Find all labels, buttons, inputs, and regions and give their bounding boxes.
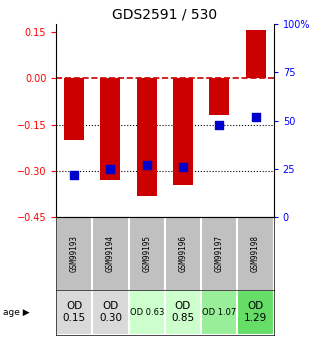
Point <box>144 162 149 168</box>
FancyBboxPatch shape <box>56 290 92 335</box>
Text: OD
0.15: OD 0.15 <box>63 302 86 323</box>
Bar <box>64 78 84 140</box>
FancyBboxPatch shape <box>92 290 128 335</box>
Text: percentile rank within the sample: percentile rank within the sample <box>82 320 235 329</box>
Text: GSM99197: GSM99197 <box>215 235 224 272</box>
Point <box>253 114 258 120</box>
Text: OD
0.30: OD 0.30 <box>99 302 122 323</box>
Bar <box>137 78 157 196</box>
Point <box>72 172 77 178</box>
FancyBboxPatch shape <box>237 290 274 335</box>
Text: OD 0.63: OD 0.63 <box>129 308 164 317</box>
Text: GSM99193: GSM99193 <box>70 235 79 272</box>
Text: OD 1.07: OD 1.07 <box>202 308 236 317</box>
Text: OD
0.85: OD 0.85 <box>171 302 195 323</box>
Point <box>108 166 113 172</box>
Bar <box>173 78 193 185</box>
Point <box>180 164 185 170</box>
Bar <box>67 319 78 331</box>
FancyBboxPatch shape <box>201 290 237 335</box>
FancyBboxPatch shape <box>165 290 201 335</box>
Point <box>217 122 222 127</box>
FancyBboxPatch shape <box>128 290 165 335</box>
Text: OD
1.29: OD 1.29 <box>244 302 267 323</box>
Text: log2 ratio: log2 ratio <box>82 296 125 305</box>
Text: age ▶: age ▶ <box>3 308 30 317</box>
Bar <box>100 78 120 180</box>
Bar <box>209 78 229 115</box>
Title: GDS2591 / 530: GDS2591 / 530 <box>112 8 217 22</box>
Text: GSM99195: GSM99195 <box>142 235 151 272</box>
Text: GSM99194: GSM99194 <box>106 235 115 272</box>
Text: GSM99196: GSM99196 <box>179 235 188 272</box>
Bar <box>246 30 266 78</box>
Text: GSM99198: GSM99198 <box>251 235 260 272</box>
Bar <box>67 295 78 307</box>
